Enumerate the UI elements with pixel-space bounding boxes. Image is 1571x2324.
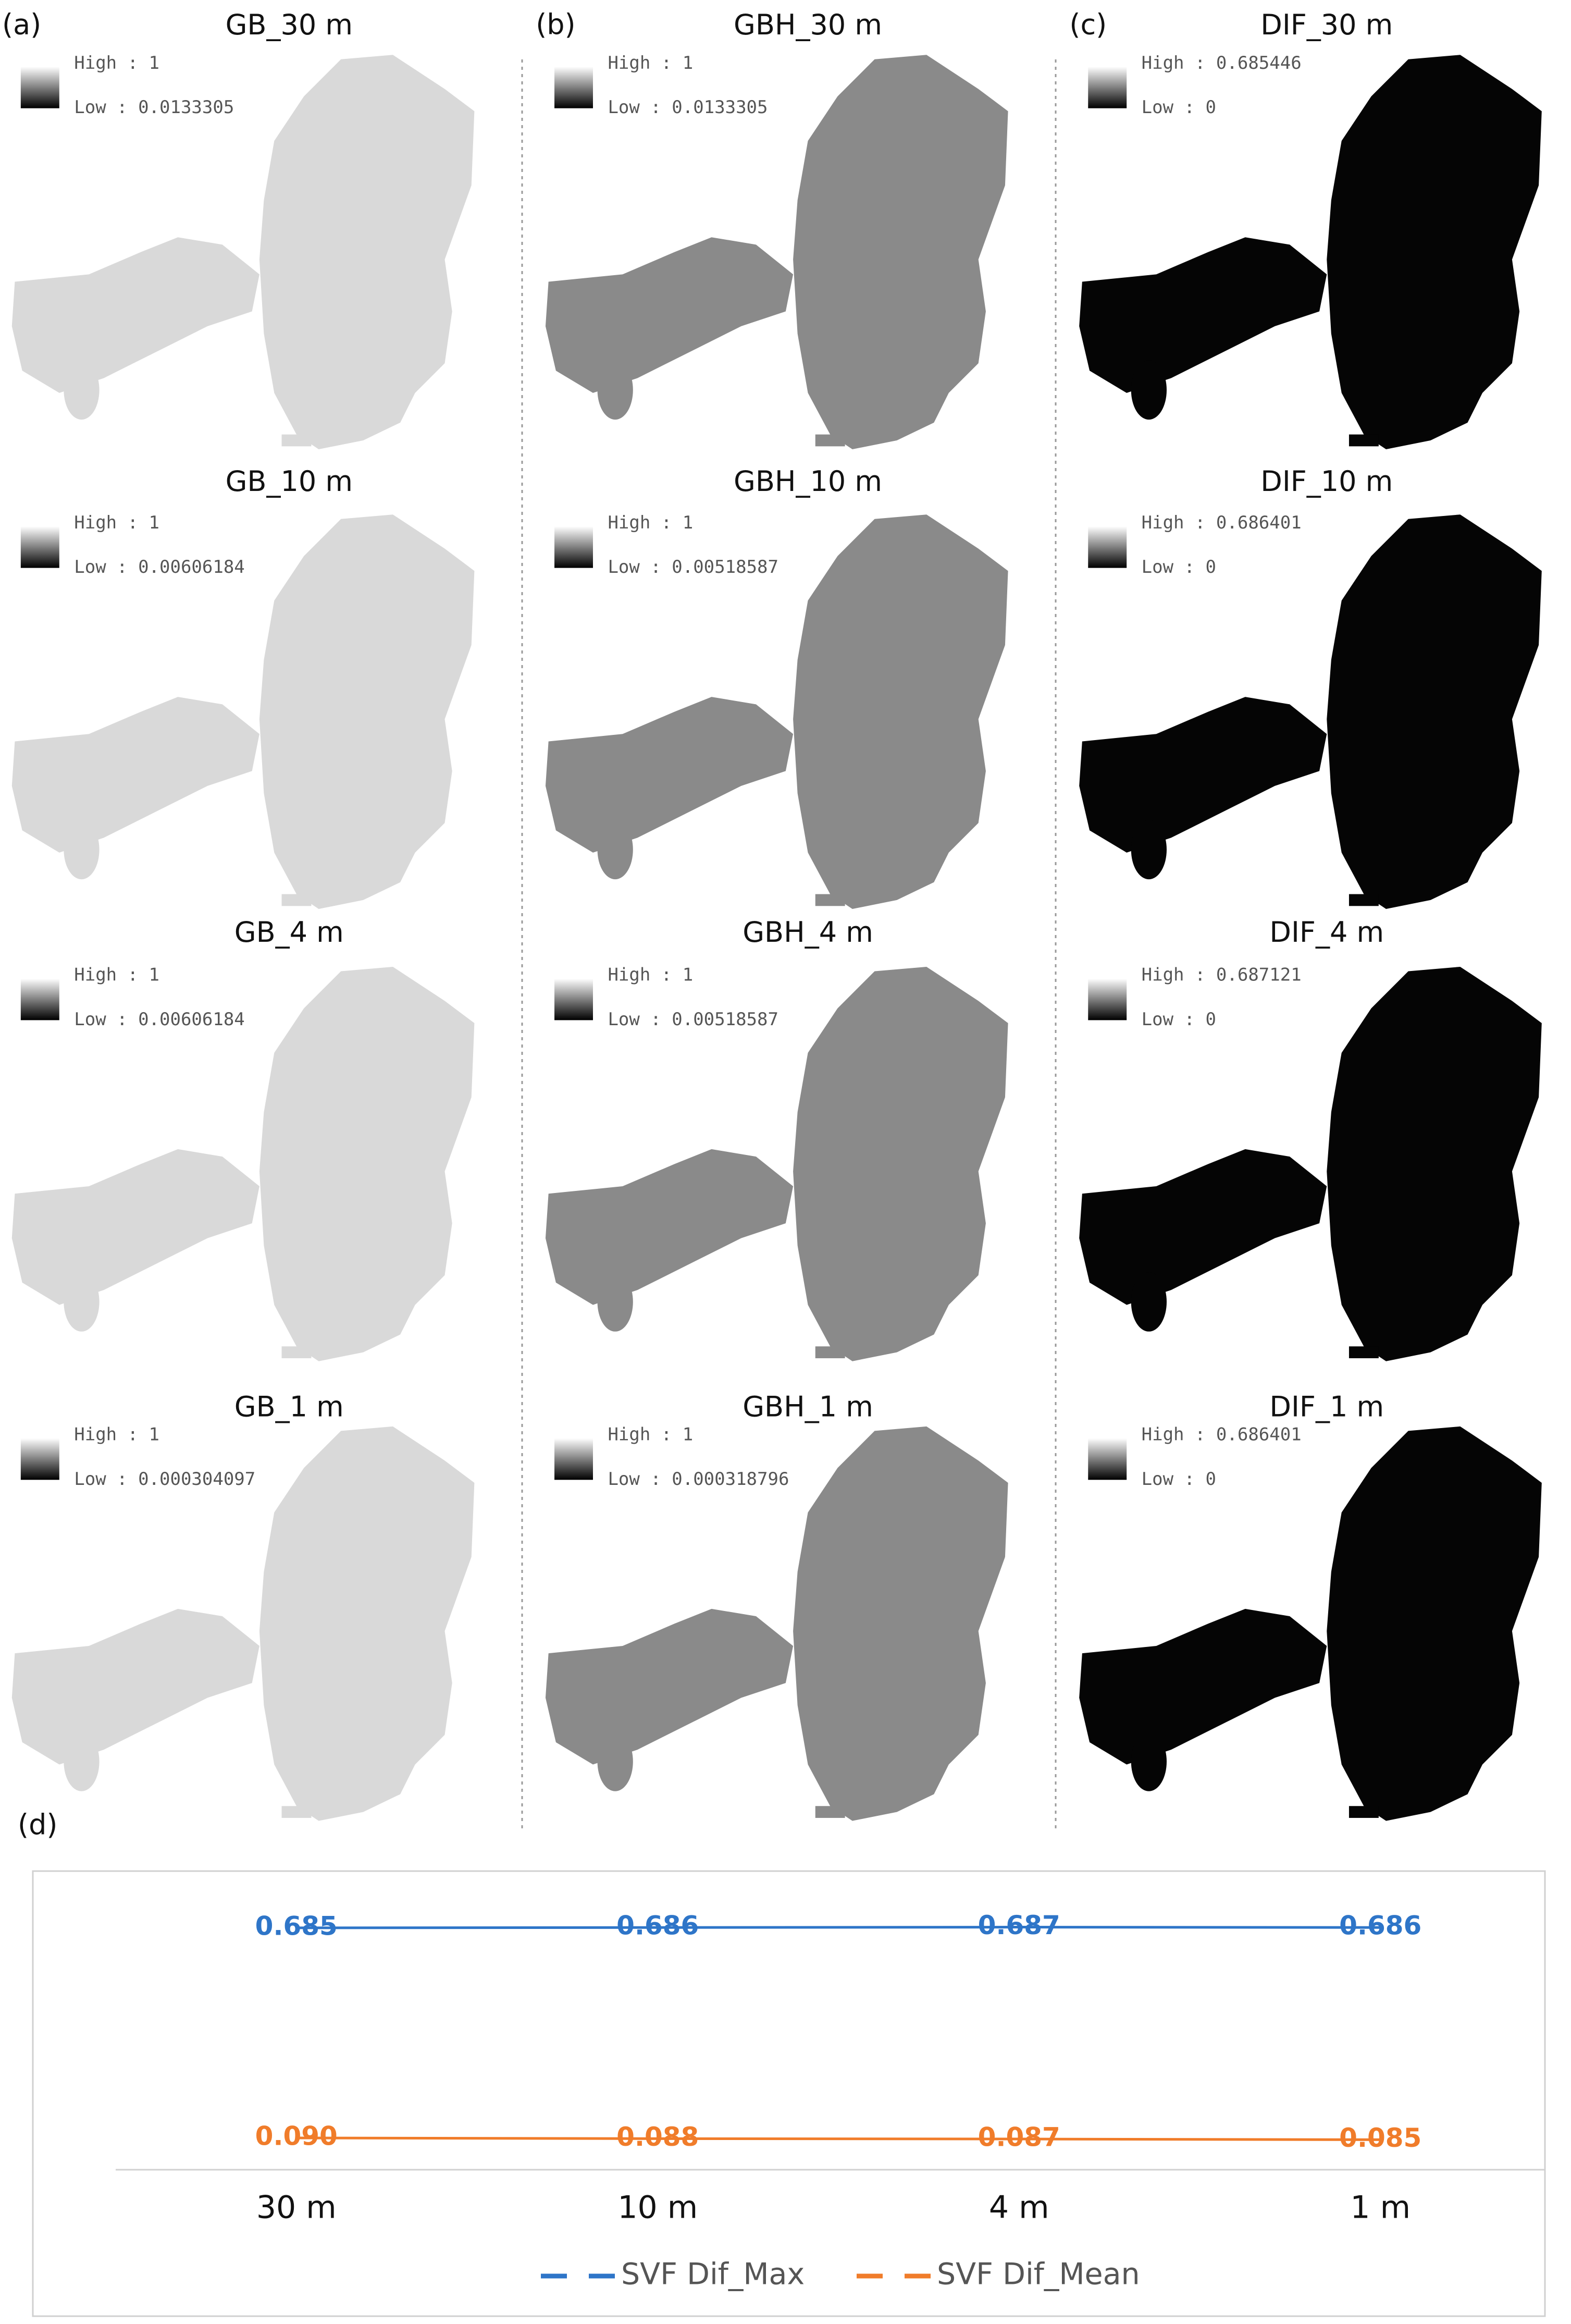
legend-low: Low : 0 <box>1142 1009 1216 1030</box>
panel-label: (b) <box>536 8 575 41</box>
legend-swatch <box>20 526 59 568</box>
map-title: GB_1 m <box>234 1390 344 1423</box>
data-label: 0.686 <box>616 1911 699 1941</box>
legend-swatch <box>554 67 593 108</box>
legend-high: High : 0.685446 <box>1142 53 1302 73</box>
panel-label: (c) <box>1069 8 1107 41</box>
legend-swatch <box>1088 978 1127 1020</box>
legend-high: High : 0.686401 <box>1142 1424 1302 1445</box>
legend-high: High : 1 <box>74 53 159 73</box>
legend-swatch <box>554 526 593 568</box>
legend-high: High : 0.686401 <box>1142 512 1302 533</box>
legend-swatch <box>1088 526 1127 568</box>
legend-low: Low : 0.00518587 <box>608 1009 778 1030</box>
data-label: 0.085 <box>1339 2123 1421 2153</box>
x-tick-label: 1 m <box>1350 2190 1411 2226</box>
legend-swatch <box>1088 1438 1127 1480</box>
legend-high: High : 1 <box>608 53 693 73</box>
x-tick-label: 4 m <box>989 2190 1049 2226</box>
legend-high: High : 1 <box>608 1424 693 1445</box>
legend-high: High : 1 <box>74 512 159 533</box>
map-title: DIF_30 m <box>1260 8 1393 41</box>
series-line <box>296 1926 1381 1929</box>
map-title: DIF_4 m <box>1269 916 1384 949</box>
data-label: 0.687 <box>978 1910 1060 1940</box>
legend-low: Low : 0.000304097 <box>74 1469 255 1490</box>
map-title: GBH_30 m <box>734 8 882 41</box>
data-label: 0.686 <box>1339 1911 1421 1941</box>
legend-swatch <box>554 978 593 1020</box>
x-tick-label: 10 m <box>617 2190 698 2226</box>
legend-low: Low : 0 <box>1142 1469 1216 1490</box>
legend-low: Low : 0.00606184 <box>74 1009 245 1030</box>
legend-low: Low : 0.000318796 <box>608 1469 789 1490</box>
legend-swatch <box>1088 67 1127 108</box>
series-line <box>296 2136 1381 2141</box>
legend-label: SVF Dif_Mean <box>937 2257 1140 2292</box>
data-label: 0.090 <box>255 2121 338 2151</box>
chart-frame <box>32 1870 1546 2317</box>
data-label: 0.685 <box>255 1911 338 1941</box>
legend-high: High : 1 <box>74 1424 159 1445</box>
legend-swatch <box>554 1438 593 1480</box>
legend-low: Low : 0.0133305 <box>74 97 234 118</box>
legend-low: Low : 0 <box>1142 557 1216 577</box>
x-tick-label: 30 m <box>256 2190 337 2226</box>
legend-label: SVF Dif_Max <box>621 2257 805 2292</box>
map-title: DIF_10 m <box>1260 465 1393 498</box>
legend-high: High : 1 <box>608 965 693 986</box>
legend-low: Low : 0.00606184 <box>74 557 245 577</box>
map-title: GB_4 m <box>234 916 344 949</box>
map-title: GBH_1 m <box>743 1390 873 1423</box>
map-title: GB_30 m <box>226 8 353 41</box>
data-label: 0.088 <box>616 2122 699 2152</box>
legend-swatch <box>20 978 59 1020</box>
panel-label: (d) <box>18 1809 57 1841</box>
data-label: 0.087 <box>978 2122 1060 2153</box>
map-title: DIF_1 m <box>1269 1390 1384 1423</box>
panel-label: (a) <box>2 8 41 41</box>
legend-high: High : 1 <box>608 512 693 533</box>
legend-high: High : 1 <box>74 965 159 986</box>
legend-swatch <box>20 67 59 108</box>
legend-high: High : 0.687121 <box>1142 965 1302 986</box>
legend-swatch <box>20 1438 59 1480</box>
map-title: GB_10 m <box>226 465 353 498</box>
legend-low: Low : 0 <box>1142 97 1216 118</box>
map-title: GBH_4 m <box>743 916 873 949</box>
legend-low: Low : 0.0133305 <box>608 97 768 118</box>
legend-low: Low : 0.00518587 <box>608 557 778 577</box>
map-title: GBH_10 m <box>734 465 882 498</box>
